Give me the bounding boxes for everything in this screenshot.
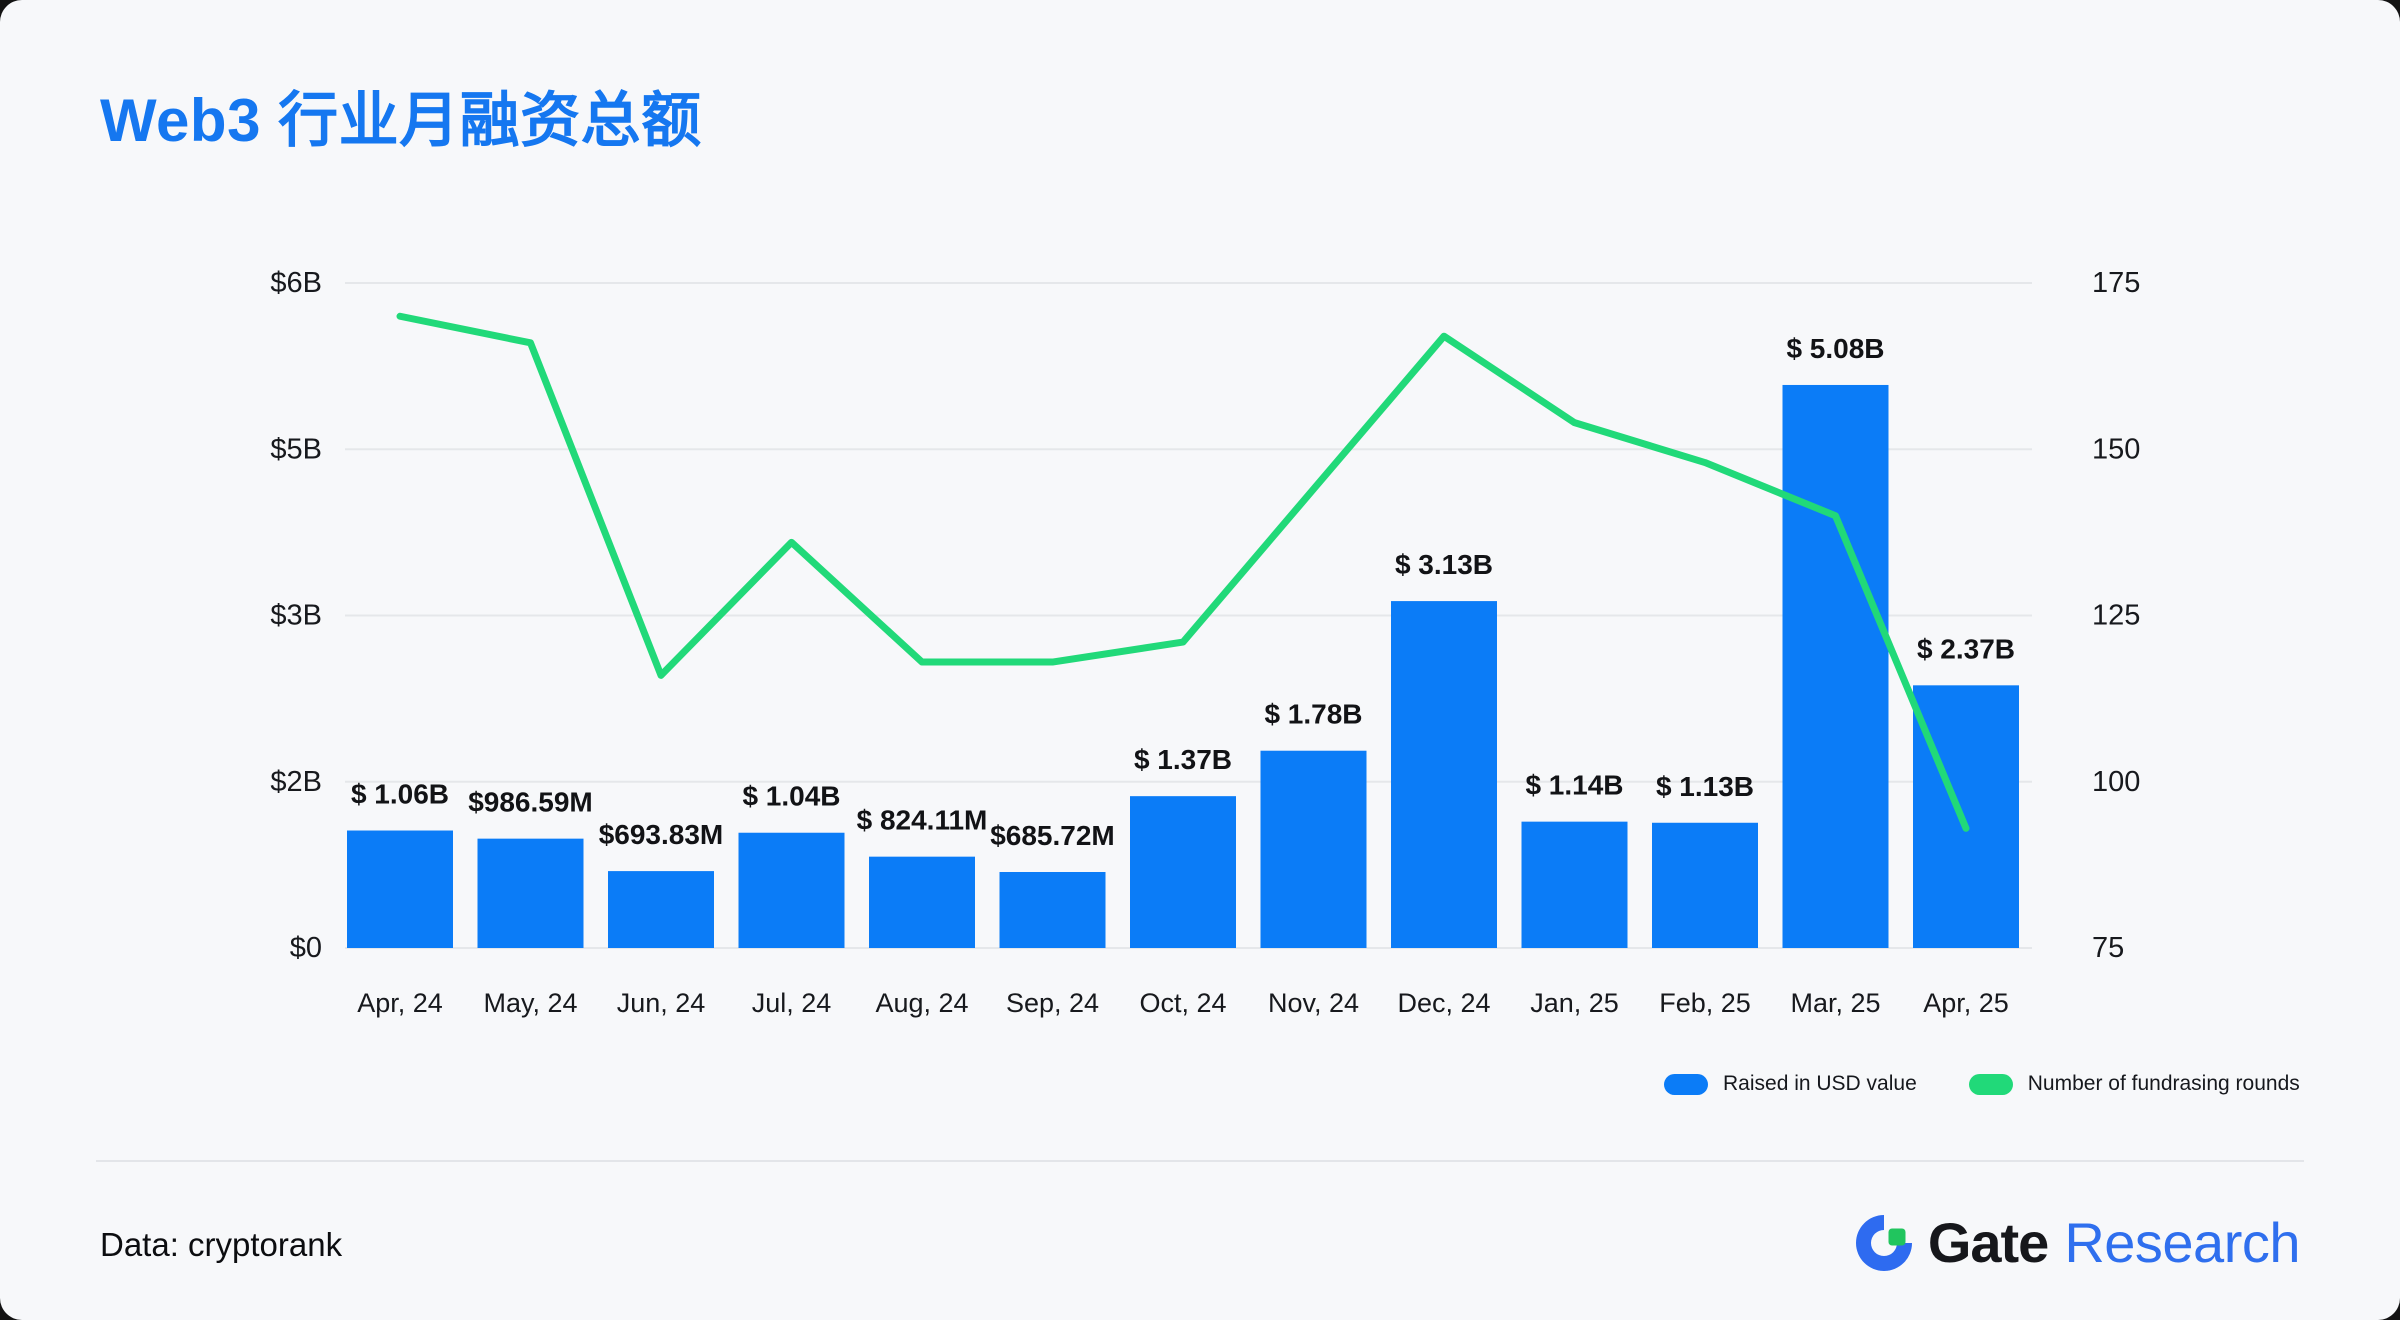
bar-value-label: $ 1.14B (1525, 770, 1623, 801)
bar (1913, 685, 2019, 948)
bar-value-label: $ 3.13B (1395, 549, 1493, 580)
bar (738, 832, 845, 948)
bar-value-label: $ 1.04B (742, 781, 840, 812)
bar-value-label: $ 1.06B (351, 779, 449, 810)
chart-legend: Raised in USD value Number of fundrasing… (1664, 1072, 2300, 1096)
bar (1652, 822, 1758, 948)
gate-research-logo: Gate Research (1852, 1210, 2300, 1275)
y-axis-tick-left: $5B (270, 433, 322, 465)
rounds-line (396, 312, 1970, 832)
x-axis-label: Nov, 24 (1268, 988, 1359, 1018)
y-axis-tick-right: 75 (2092, 932, 2124, 964)
legend-item-rounds: Number of fundrasing rounds (1968, 1072, 2300, 1096)
x-axis-label: Dec, 24 (1397, 988, 1490, 1018)
y-axis-tick-right: 100 (2092, 766, 2140, 798)
bar-value-label: $986.59M (468, 787, 593, 818)
bar (1391, 601, 1497, 948)
bar-value-label: $ 824.11M (857, 805, 988, 836)
y-axis-tick-right: 150 (2092, 433, 2140, 465)
footer-divider (96, 1160, 2304, 1162)
y-axis-tick-right: 125 (2092, 600, 2140, 632)
x-axis-label: May, 24 (483, 988, 577, 1018)
x-axis-label: Jul, 24 (752, 988, 832, 1018)
bar-value-label: $ 2.37B (1917, 633, 2015, 664)
bar-series-swatch-icon (1664, 1073, 1708, 1095)
bar-value-label: $ 5.08B (1786, 333, 1884, 364)
bar (1521, 821, 1628, 948)
y-axis-tick-left: $2B (270, 766, 322, 798)
x-axis-label: Mar, 25 (1790, 988, 1880, 1018)
bar-value-label: $685.72M (990, 820, 1115, 851)
y-axis-tick-left: $3B (270, 600, 322, 632)
x-axis-label: Jun, 24 (617, 988, 706, 1018)
x-axis-label: Apr, 24 (357, 988, 443, 1018)
page-title: Web3 行业月融资总额 (100, 87, 702, 154)
legend-label-rounds: Number of fundrasing rounds (2027, 1072, 2300, 1095)
brand-research-text: Research (2064, 1211, 2300, 1274)
y-axis-tick-right: 175 (2092, 267, 2140, 299)
bar (1260, 750, 1367, 948)
y-axis-tick-left: $0 (290, 932, 322, 964)
x-axis-label: Oct, 24 (1139, 988, 1226, 1018)
bar (477, 838, 584, 948)
x-axis-label: Feb, 25 (1659, 988, 1751, 1018)
bar (608, 871, 714, 948)
bar (869, 856, 975, 948)
bar-value-label: $ 1.13B (1656, 771, 1754, 802)
x-axis-label: Aug, 24 (875, 988, 968, 1018)
bar-value-label: $ 1.78B (1264, 699, 1362, 730)
x-axis-label: Apr, 25 (1923, 988, 2009, 1018)
legend-item-raised: Raised in USD value (1664, 1072, 1917, 1096)
legend-label-raised: Raised in USD value (1723, 1072, 1917, 1095)
brand-gate-text: Gate (1927, 1211, 2049, 1274)
bar (999, 871, 1106, 948)
bar (347, 830, 453, 948)
bar-value-label: $ 1.37B (1134, 744, 1232, 775)
gate-logo-icon (1855, 1214, 1912, 1271)
x-axis-label: Jan, 25 (1530, 988, 1619, 1018)
bar (1782, 384, 1889, 948)
bar-value-label: $693.83M (599, 819, 724, 850)
x-axis-label: Sep, 24 (1006, 988, 1099, 1018)
bar (1130, 796, 1236, 948)
y-axis-tick-left: $6B (270, 267, 322, 299)
data-source-note: Data: cryptorank (100, 1226, 343, 1263)
line-series-swatch-icon (1968, 1073, 2013, 1095)
